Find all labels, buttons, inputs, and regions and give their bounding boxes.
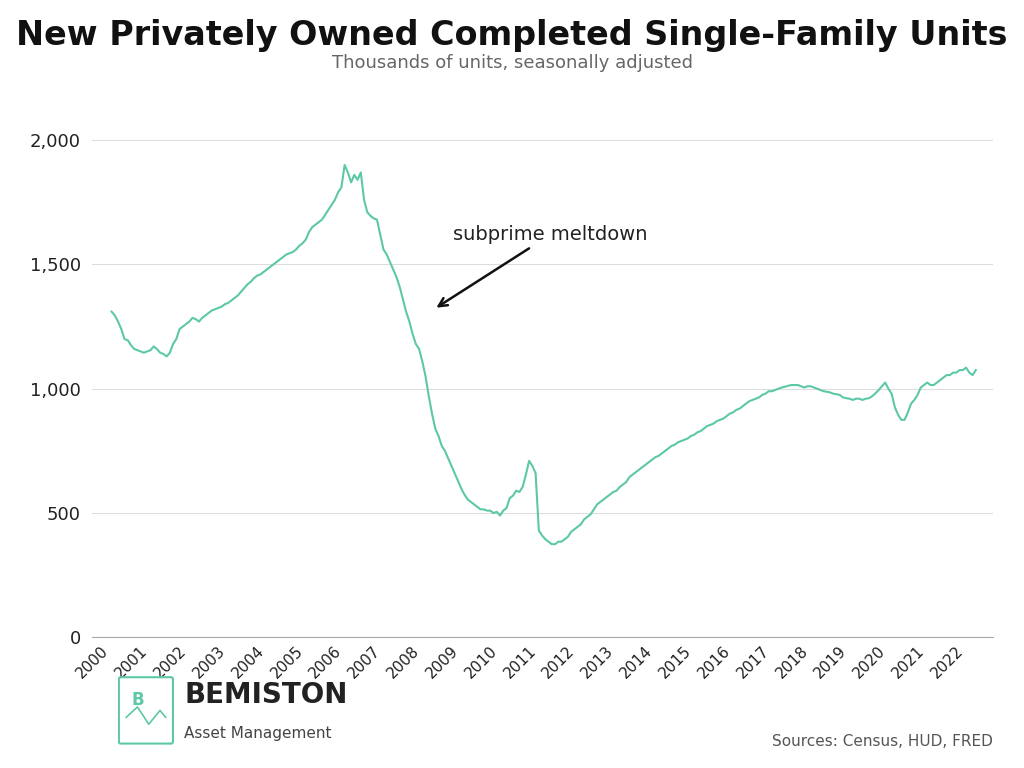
FancyBboxPatch shape [119,677,173,743]
Text: Thousands of units, seasonally adjusted: Thousands of units, seasonally adjusted [332,54,692,71]
Text: B: B [131,691,143,709]
Text: BEMISTON: BEMISTON [184,681,348,709]
Text: subprime meltdown: subprime meltdown [438,225,648,306]
Text: Sources: Census, HUD, FRED: Sources: Census, HUD, FRED [772,733,993,749]
Text: New Privately Owned Completed Single-Family Units: New Privately Owned Completed Single-Fam… [16,19,1008,52]
Text: Asset Management: Asset Management [184,726,332,741]
